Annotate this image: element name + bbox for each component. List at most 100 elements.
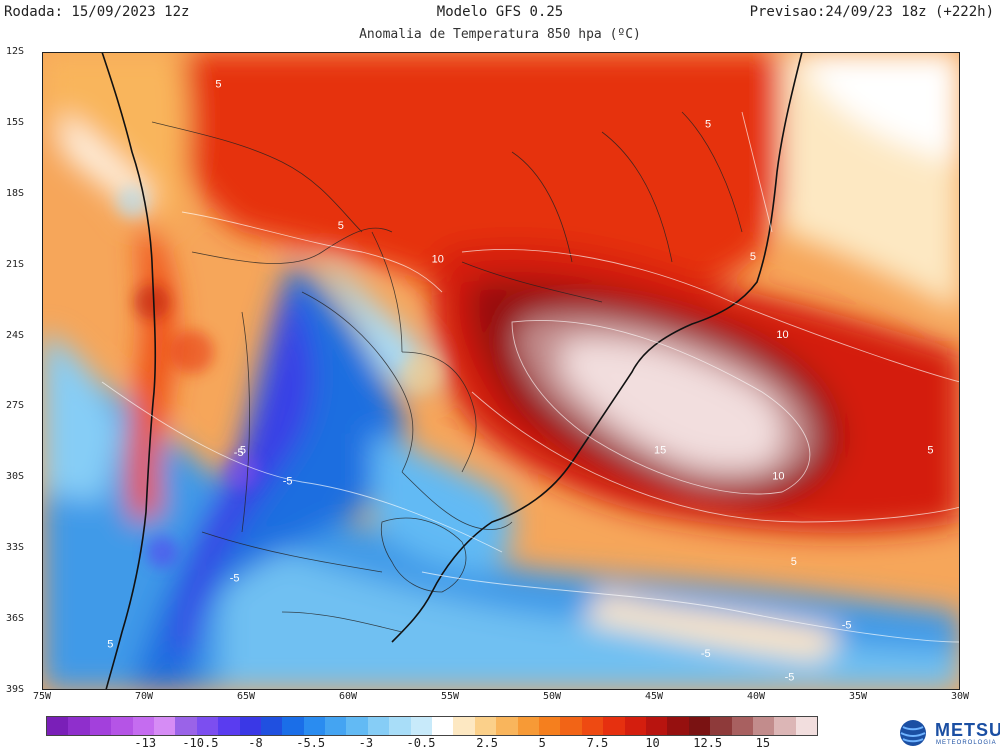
colorbar-swatch [389,717,411,735]
lat-tick-label: 30S [6,471,25,483]
colorbar-swatch [239,717,261,735]
colorbar-swatch [731,717,753,735]
colorbar-swatch [752,717,775,735]
colorbar-tick-label: 5 [538,736,546,750]
colorbar-tick-label: -13 [134,736,157,750]
lon-tick-label: 50W [542,691,562,702]
coastline [101,52,803,690]
colorbar-swatch [218,717,240,735]
contour-value-label: 15 [654,445,666,457]
colorbar-swatch [667,717,689,735]
metsul-globe-icon [900,720,926,746]
colorbar-swatch [282,717,304,735]
colorbar-tick-label: -10.5 [182,736,219,750]
colorbar-tick-label: 15 [755,736,771,750]
colorbar-swatch [517,717,539,735]
colorbar-swatch [795,717,818,735]
contour-value-label: 10 [432,253,444,265]
colorbar-swatch [581,717,604,735]
colorbar-swatch [560,717,582,735]
lat-tick-label: 39S [6,684,25,695]
colorbar-swatch [603,717,625,735]
colorbar-swatch [645,717,668,735]
colorbar-swatch [153,717,176,735]
contour-value-label: 5 [240,445,246,457]
lat-tick-label: 36S [6,613,25,625]
colorbar-swatch [260,717,283,735]
model-title: Modelo GFS 0.25 [436,4,564,20]
lon-tick-label: 70W [134,691,154,702]
colorbar-tick-label: 12.5 [693,736,723,750]
colorbar-swatch [68,717,90,735]
contour-value-label: 5 [927,445,933,457]
contour-value-label: -5 [842,620,852,632]
forecast-time-label: Previsao:24/09/23 18z (+222h) [749,4,994,20]
contour-value-label: 5 [791,556,797,568]
political-borders [151,111,743,633]
colorbar-tick-label: -5.5 [296,736,326,750]
map-subtitle: Anomalia de Temperatura 850 hpa (ºC) [359,27,641,42]
colorbar-swatch [474,717,497,735]
contour-value-label: 5 [338,220,344,232]
run-date-label: Rodada: 15/09/2023 12z [4,4,190,20]
lon-tick-label: 65W [236,691,256,702]
lon-tick-label: 35W [848,691,868,702]
colorbar-swatch [196,717,219,735]
colorbar-swatch [175,717,197,735]
colorbar-swatch [367,717,390,735]
colorbar-swatch [325,717,347,735]
lon-tick-label: 40W [746,691,766,702]
colorbar-swatch [774,717,796,735]
colorbar-swatch [47,717,69,735]
contour-lines [101,111,960,643]
colorbar-tick-label: -8 [248,736,263,750]
contour-value-label: -5 [283,475,293,487]
contour-value-label: 5 [705,119,711,131]
lat-tick-label: 18S [6,187,25,199]
colorbar-swatch [432,717,454,735]
colorbar-tick-label: 10 [645,736,660,750]
lat-tick-label: 12S [6,46,25,57]
colorbar-swatch [453,717,475,735]
colorbar-swatch [132,717,154,735]
colorbar-swatch [346,717,368,735]
lon-tick-label: 60W [338,691,358,702]
contour-value-label: 5 [750,251,756,263]
contour-value-label: -5 [701,648,711,660]
colorbar-tick-label: -3 [358,736,374,750]
lat-tick-label: 33S [6,542,25,554]
lon-tick-label: 30W [950,691,970,702]
contour-value-label: -5 [234,447,244,459]
lon-tick-label: 55W [440,691,460,702]
colorbar-swatch [710,717,732,735]
lon-tick-label: 45W [644,691,664,702]
contour-value-label: 5 [215,78,221,90]
colorbar-tick-label: -0.5 [406,736,436,750]
colorbar-tick-label: 7.5 [586,736,609,750]
metsul-logo-text: METSUL [935,720,1000,740]
colorbar-swatch [688,717,711,735]
contour-value-label: 10 [776,329,788,341]
anomaly-field [42,52,960,690]
contour-value-label: 5 [107,639,113,651]
colorbar-swatch [410,717,433,735]
lat-tick-label: 24S [6,329,25,341]
colorbar-swatch [496,717,518,735]
colorbar-tick-label: 2.5 [476,736,498,750]
colorbar-swatch [111,717,133,735]
lon-tick-label: 75W [32,691,52,702]
colorbar-swatch [624,717,646,735]
lat-tick-label: 15S [6,116,25,128]
colorbar-swatch [303,717,326,735]
colorbar-swatch [89,717,112,735]
lat-tick-label: 21S [6,258,25,270]
metsul-logo-subtext: METEOROLOGIA [936,740,997,746]
contour-value-label: -5 [785,672,795,684]
colorbar [46,716,818,736]
contour-value-label: 10 [772,471,784,483]
lat-tick-label: 27S [6,400,25,412]
contour-value-label: -5 [230,572,240,584]
colorbar-swatch [538,717,561,735]
